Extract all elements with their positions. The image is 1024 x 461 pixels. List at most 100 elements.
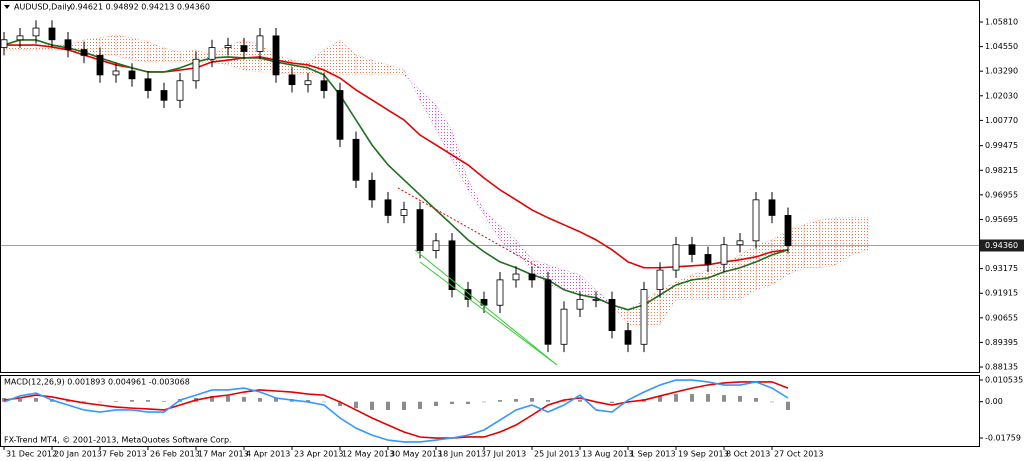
candle-body (256, 35, 264, 52)
histogram-bar (114, 401, 118, 402)
histogram-bar (322, 401, 326, 403)
cloud-segment (483, 209, 501, 241)
histogram-bar (498, 400, 502, 402)
histogram-bar (786, 401, 790, 410)
y-tick-label: 0.99475 (985, 141, 1018, 150)
y-tick-label: 0.93175 (985, 264, 1018, 273)
cloud-segment (227, 39, 245, 71)
moving-average (3, 39, 789, 311)
y-tick-label: 1.04550 (985, 42, 1018, 51)
cloud-segment (755, 239, 773, 291)
histogram-bar (434, 401, 438, 407)
histogram-bar (674, 394, 678, 402)
candle-body (32, 27, 40, 37)
current-price-box (980, 239, 1024, 252)
cloud-segment (803, 219, 821, 269)
candle-body (320, 80, 328, 91)
cloud-segment (131, 37, 149, 63)
cloud-segment (19, 44, 37, 51)
y-tick-label: 1.00770 (985, 116, 1018, 125)
x-tick-label: 17 Mar 2013 (198, 450, 249, 459)
x-tick-label: 27 Oct 2013 (774, 450, 823, 459)
candle-body (272, 35, 280, 76)
x-tick-label: 31 Dec 2012 (6, 450, 57, 459)
candle-body (384, 199, 392, 216)
cloud-segment (371, 59, 389, 76)
candle-body (640, 289, 648, 345)
candle-body (288, 74, 296, 86)
candle-body (576, 298, 584, 310)
histogram-bar (82, 401, 86, 402)
candle-body (64, 39, 72, 50)
x-tick-label: 8 Oct 2013 (726, 450, 770, 459)
cloud-segment (787, 224, 805, 276)
ohlc-text: 0.94621 0.94892 0.94213 0.94360 (70, 3, 210, 12)
histogram-bar (450, 401, 454, 404)
candle-body (352, 138, 360, 181)
histogram-bar (738, 395, 742, 402)
candle-body (784, 215, 792, 246)
candle-body (208, 47, 216, 60)
collapse-icon (4, 5, 10, 9)
histogram-bar (34, 398, 38, 402)
candle-body (400, 209, 408, 216)
cloud-segment (515, 239, 533, 271)
trend-line (414, 249, 558, 366)
candle-body (304, 80, 312, 86)
y-tick-label: 1.02030 (985, 91, 1018, 100)
x-tick-label: 7 Jul 2013 (486, 450, 526, 459)
histogram-bar (658, 395, 662, 402)
histogram-bar (610, 401, 614, 403)
candle-body (464, 289, 472, 300)
candle-body (608, 298, 616, 332)
histogram-bar (754, 398, 758, 402)
candle-body (752, 199, 760, 242)
macd-frame (0, 375, 980, 447)
macd-line (3, 379, 789, 443)
candle-body (192, 58, 200, 82)
x-tick-label: 18 Jun 2013 (438, 450, 486, 459)
y-tick-label: 0.89395 (985, 338, 1018, 347)
y-tick-label: 0.95695 (985, 215, 1018, 224)
candle-body (112, 70, 120, 76)
histogram-bar (482, 401, 486, 403)
cloud-segment (115, 34, 133, 61)
candle-body (48, 27, 56, 41)
candle-body (368, 179, 376, 201)
x-tick-label: 19 Sep 2013 (678, 450, 729, 459)
trend-line (419, 261, 558, 366)
cloud-segment (419, 89, 437, 131)
x-tick-label: 4 Apr 2013 (246, 450, 290, 459)
cloud-segment (579, 274, 597, 301)
histogram-bar (722, 395, 726, 402)
cloud-segment (691, 269, 709, 301)
symbol-title: AUDUSD,Daily (14, 3, 72, 12)
candle-body (672, 244, 680, 271)
cloud-segment (339, 39, 357, 76)
cloud-segment (595, 289, 613, 306)
candle-body (176, 80, 184, 101)
candle-body (704, 254, 712, 265)
histogram-bar (418, 401, 422, 409)
histogram-bar (306, 400, 310, 402)
candle-body (144, 78, 152, 91)
y-tick-label: 0.96955 (985, 190, 1018, 199)
x-tick-label: 23 Apr 2013 (294, 450, 343, 459)
candle-body (560, 308, 568, 345)
x-tick-label: 20 Jan 2013 (54, 450, 102, 459)
x-tick-label: 7 Feb 2013 (102, 450, 147, 459)
candle-body (656, 269, 664, 291)
cloud-segment (323, 39, 341, 76)
cloud-segment (467, 179, 485, 216)
candle-body (512, 273, 520, 281)
histogram-bar (514, 399, 518, 402)
histogram-bar (562, 401, 566, 402)
x-tick-label: 25 Jul 2013 (534, 450, 579, 459)
candle-body (128, 70, 136, 80)
candle-body (448, 240, 456, 291)
copyright: FX-Trend MT4, © 2001-2013, MetaQuotes So… (4, 436, 232, 445)
y-tick-label: 0.010535 (985, 375, 1023, 384)
x-tick-label: 12 May 2013 (342, 450, 394, 459)
